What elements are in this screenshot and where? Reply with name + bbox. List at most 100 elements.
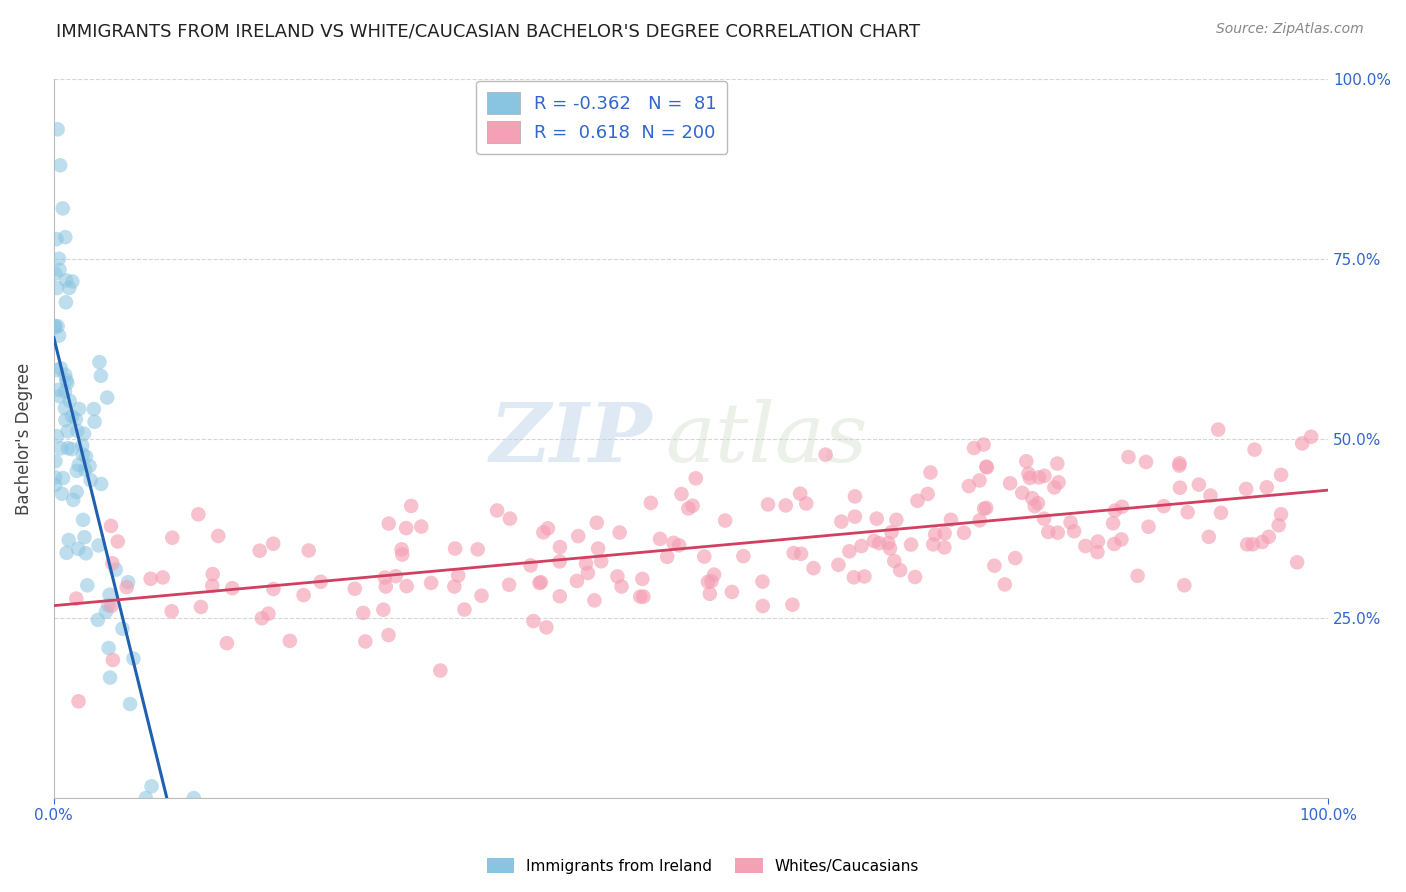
Point <box>429 664 451 678</box>
Point <box>55 373 77 387</box>
Point <box>789 486 811 500</box>
Point <box>141 780 163 794</box>
Point <box>343 582 366 596</box>
Point <box>183 791 205 805</box>
Point <box>969 474 991 488</box>
Point <box>1047 475 1070 490</box>
Point <box>606 569 628 583</box>
Point <box>633 590 655 604</box>
Point <box>444 541 467 556</box>
Point <box>249 543 271 558</box>
Point <box>1021 491 1043 505</box>
Point <box>53 401 76 416</box>
Point <box>662 536 685 550</box>
Point <box>391 548 413 562</box>
Point <box>576 566 599 580</box>
Point <box>486 503 509 517</box>
Point <box>66 464 89 478</box>
Point <box>56 424 79 438</box>
Point <box>1209 506 1232 520</box>
Point <box>87 613 110 627</box>
Point <box>1168 456 1191 470</box>
Point <box>922 537 945 551</box>
Point <box>46 319 69 334</box>
Point <box>97 640 120 655</box>
Point <box>974 459 997 474</box>
Point <box>44 318 66 333</box>
Point <box>453 602 475 616</box>
Point <box>751 599 773 613</box>
Point <box>470 589 492 603</box>
Point <box>879 541 901 556</box>
Point <box>139 572 162 586</box>
Point <box>62 275 84 289</box>
Point <box>72 513 94 527</box>
Point <box>447 568 470 582</box>
Point <box>48 383 70 397</box>
Point <box>377 516 399 531</box>
Point <box>548 589 571 603</box>
Point <box>953 525 976 540</box>
Point <box>1241 537 1264 551</box>
Point <box>65 412 87 426</box>
Point <box>48 252 70 266</box>
Point <box>714 514 737 528</box>
Point <box>96 391 118 405</box>
Point <box>75 450 97 464</box>
Point <box>1243 442 1265 457</box>
Point <box>1256 480 1278 494</box>
Point <box>756 498 779 512</box>
Point <box>262 537 284 551</box>
Point <box>75 462 97 476</box>
Point <box>67 541 90 556</box>
Point <box>467 542 489 557</box>
Point <box>794 496 817 510</box>
Text: Source: ZipAtlas.com: Source: ZipAtlas.com <box>1216 22 1364 37</box>
Point <box>262 582 284 596</box>
Point <box>395 579 418 593</box>
Point <box>75 546 97 560</box>
Point <box>863 533 886 548</box>
Point <box>1270 467 1292 482</box>
Point <box>529 575 551 590</box>
Point <box>827 558 849 572</box>
Point <box>44 267 66 281</box>
Point <box>56 441 79 455</box>
Point <box>1017 467 1039 481</box>
Point <box>1087 534 1109 549</box>
Point <box>443 580 465 594</box>
Point <box>250 611 273 625</box>
Point <box>1011 486 1033 500</box>
Point <box>1236 537 1258 551</box>
Point <box>1046 525 1069 540</box>
Point <box>207 529 229 543</box>
Point <box>877 536 900 550</box>
Point <box>53 384 76 399</box>
Point <box>838 544 860 558</box>
Point <box>49 442 72 456</box>
Point <box>609 525 631 540</box>
Point <box>377 628 399 642</box>
Point <box>72 448 94 462</box>
Point <box>1286 555 1309 569</box>
Point <box>1033 511 1056 525</box>
Point <box>983 558 1005 573</box>
Point <box>530 575 553 590</box>
Point <box>90 368 112 383</box>
Text: atlas: atlas <box>665 399 868 478</box>
Point <box>46 281 69 295</box>
Point <box>399 499 422 513</box>
Legend: Immigrants from Ireland, Whites/Caucasians: Immigrants from Ireland, Whites/Caucasia… <box>481 852 925 880</box>
Point <box>1267 518 1289 533</box>
Point <box>72 439 94 453</box>
Point <box>1291 436 1313 450</box>
Point <box>733 549 755 563</box>
Point <box>104 563 127 577</box>
Text: ZIP: ZIP <box>491 399 652 478</box>
Point <box>522 614 544 628</box>
Point <box>201 579 224 593</box>
Point <box>58 281 80 295</box>
Point <box>1087 545 1109 559</box>
Point <box>107 534 129 549</box>
Point <box>1199 489 1222 503</box>
